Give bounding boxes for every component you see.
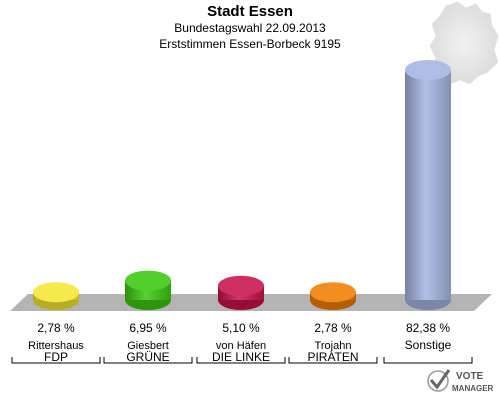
value-label: 2,78 % <box>314 321 352 335</box>
vote-manager-logo: VOTE MANAGER <box>427 369 494 393</box>
value-label: 5,10 % <box>222 321 260 335</box>
logo-line1: VOTE <box>456 371 484 382</box>
chart-subtitle-district: Erststimmen Essen-Borbeck 9195 <box>159 37 341 51</box>
value-label: 6,95 % <box>129 321 167 335</box>
candidate-label: Trojahn <box>315 340 352 352</box>
chart-subtitle-election: Bundestagswahl 22.09.2013 <box>174 21 326 35</box>
bars-group <box>33 60 451 310</box>
category-bracket <box>383 357 473 364</box>
category-brackets-group <box>11 357 473 364</box>
category-bracket <box>103 357 193 364</box>
category-bracket <box>288 357 378 364</box>
party-label: GRÜNE <box>126 350 169 364</box>
bar <box>33 282 79 310</box>
bar <box>218 275 264 310</box>
chart-title: Stadt Essen <box>207 3 293 20</box>
bar-body <box>405 70 451 300</box>
bar-top <box>310 282 356 303</box>
value-labels-group: 2,78 % 6,95 % 5,10 % 2,78 % 82,38 % <box>37 321 450 335</box>
bar <box>405 60 451 310</box>
candidate-label: Rittershaus <box>28 340 84 352</box>
party-labels-group: FDP GRÜNE DIE LINKE PIRATEN Sonstige <box>44 338 452 364</box>
candidate-label: Giesbert <box>127 340 169 352</box>
logo-line2: MANAGER <box>452 384 494 393</box>
checkmark-icon <box>427 369 451 392</box>
bar <box>125 270 171 310</box>
candidate-label: von Häfen <box>216 340 266 352</box>
bar-top <box>33 282 79 303</box>
category-bracket <box>11 357 101 364</box>
bar-top <box>218 275 264 296</box>
party-label: PIRATEN <box>307 350 358 364</box>
bar-top <box>125 270 171 291</box>
value-label: 2,78 % <box>37 321 75 335</box>
party-label: Sonstige <box>405 338 452 352</box>
party-label: DIE LINKE <box>212 350 270 364</box>
party-label: FDP <box>44 350 68 364</box>
candidate-labels-group: Rittershaus Giesbert von Häfen Trojahn <box>28 340 351 352</box>
germany-map-icon <box>429 1 499 85</box>
bar-top <box>405 60 451 80</box>
category-bracket <box>196 357 286 364</box>
bar <box>310 282 356 310</box>
value-label: 82,38 % <box>406 321 450 335</box>
